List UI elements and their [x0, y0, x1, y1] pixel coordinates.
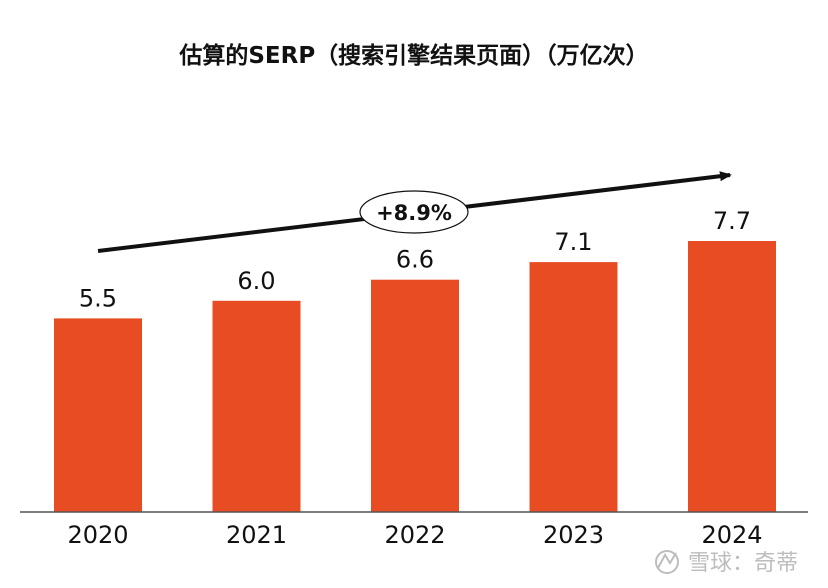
value-label-2021: 6.0 — [237, 267, 275, 295]
watermark: 雪球：奇蒂 — [655, 550, 798, 576]
value-label-2023: 7.1 — [554, 228, 592, 256]
bar-2021 — [212, 300, 301, 512]
bar-series — [54, 241, 776, 512]
x-tick-label-2021: 2021 — [226, 521, 287, 549]
snowball-logo-icon — [655, 550, 679, 574]
x-tick-label-2020: 2020 — [67, 521, 128, 549]
chart-title: 估算的SERP（搜索引擎结果页面）（万亿次） — [178, 42, 648, 69]
growth-rate-label: +8.9% — [376, 201, 452, 225]
growth-rate-ellipse — [359, 190, 469, 234]
value-label-2020: 5.5 — [79, 284, 117, 312]
x-tick-labels: 2020 2021 2022 2023 2024 — [67, 521, 762, 549]
bar-2023 — [529, 262, 618, 512]
value-labels: 5.5 6.0 6.6 7.1 7.7 — [79, 207, 751, 312]
bar-2024 — [688, 241, 776, 512]
bar-2022 — [371, 279, 459, 512]
bar-2020 — [54, 318, 142, 512]
value-label-2024: 7.7 — [713, 207, 751, 235]
value-label-2022: 6.6 — [396, 246, 434, 274]
x-tick-label-2022: 2022 — [384, 521, 445, 549]
x-tick-label-2023: 2023 — [543, 521, 604, 549]
watermark-text: 雪球：奇蒂 — [688, 551, 798, 576]
x-tick-label-2024: 2024 — [701, 521, 762, 549]
